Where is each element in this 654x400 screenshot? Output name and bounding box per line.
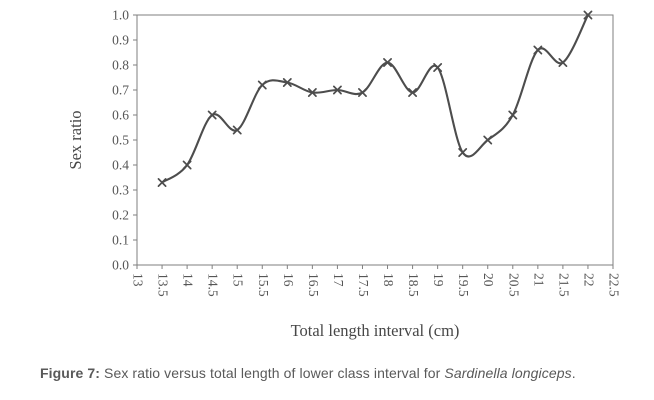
data-point-marker <box>257 80 267 90</box>
data-point-marker <box>458 148 468 157</box>
data-point-marker <box>207 110 217 120</box>
y-tick-label: 0.9 <box>112 33 129 48</box>
y-tick-label: 0.6 <box>112 108 129 123</box>
data-point-marker <box>408 88 418 97</box>
y-tick-label: 0.3 <box>112 183 129 198</box>
x-tick-label: 16.5 <box>306 273 321 297</box>
data-point-marker <box>182 160 192 170</box>
y-tick-label: 0.2 <box>112 208 129 223</box>
x-axis-title: Total length interval (cm) <box>291 321 460 340</box>
data-point-marker <box>433 63 443 72</box>
x-tick-label: 18.5 <box>406 273 421 297</box>
y-tick-label: 0.0 <box>112 258 129 273</box>
data-point-marker <box>533 45 543 55</box>
y-tick-label: 0.4 <box>112 158 129 173</box>
x-tick-label: 15 <box>231 273 246 287</box>
data-point-marker <box>383 58 392 67</box>
data-point-marker <box>282 78 292 87</box>
data-point-marker <box>358 88 367 97</box>
x-tick-label: 19 <box>431 273 446 287</box>
x-tick-label: 13 <box>131 273 146 287</box>
caption-label: Figure 7: <box>40 365 101 381</box>
x-tick-label: 14.5 <box>206 273 221 297</box>
series-line <box>161 13 589 184</box>
x-tick-label: 20.5 <box>506 273 521 297</box>
data-point-marker <box>332 85 342 95</box>
x-tick-label: 16 <box>281 273 296 287</box>
x-tick-label: 15.5 <box>256 273 271 297</box>
y-tick-label: 0.8 <box>112 58 129 73</box>
x-tick-label: 14 <box>181 273 196 287</box>
data-point-marker <box>558 58 568 67</box>
data-point-marker <box>232 125 242 135</box>
y-tick-label: 0.1 <box>112 233 129 248</box>
plot-area-border <box>136 14 614 266</box>
x-tick-label: 18 <box>381 273 396 287</box>
x-tick-label: 22 <box>581 273 596 287</box>
x-tick-label: 21.5 <box>556 273 571 297</box>
data-point-marker <box>583 10 593 20</box>
x-tick-label: 22.5 <box>607 273 622 297</box>
x-tick-label: 20 <box>481 273 496 287</box>
x-tick-label: 13.5 <box>156 273 171 297</box>
caption-body: Sex ratio versus total length of lower c… <box>100 365 445 381</box>
caption-species: Sardinella longiceps <box>444 365 572 381</box>
data-point-marker <box>307 88 317 97</box>
x-tick-label: 17.5 <box>356 273 371 297</box>
data-point-marker <box>508 110 518 120</box>
x-tick-label: 21 <box>531 273 546 287</box>
y-tick-label: 0.5 <box>112 133 129 148</box>
y-tick-label: 1.0 <box>112 8 129 23</box>
y-axis-title: Sex ratio <box>66 110 85 169</box>
x-tick-label: 19.5 <box>456 273 471 297</box>
caption-period: . <box>571 365 576 381</box>
x-tick-label: 17 <box>331 273 346 287</box>
sex-ratio-line-chart: 13 13.5 14 14.5 15 15.5 16 16.5 17 17.5 18 18.5 19 19… <box>66 8 622 341</box>
figure-caption: Figure 7: Sex ratio versus total length … <box>40 364 650 383</box>
y-tick-label: 0.7 <box>112 83 129 98</box>
data-point-marker <box>483 135 493 145</box>
data-point-marker <box>157 178 167 187</box>
